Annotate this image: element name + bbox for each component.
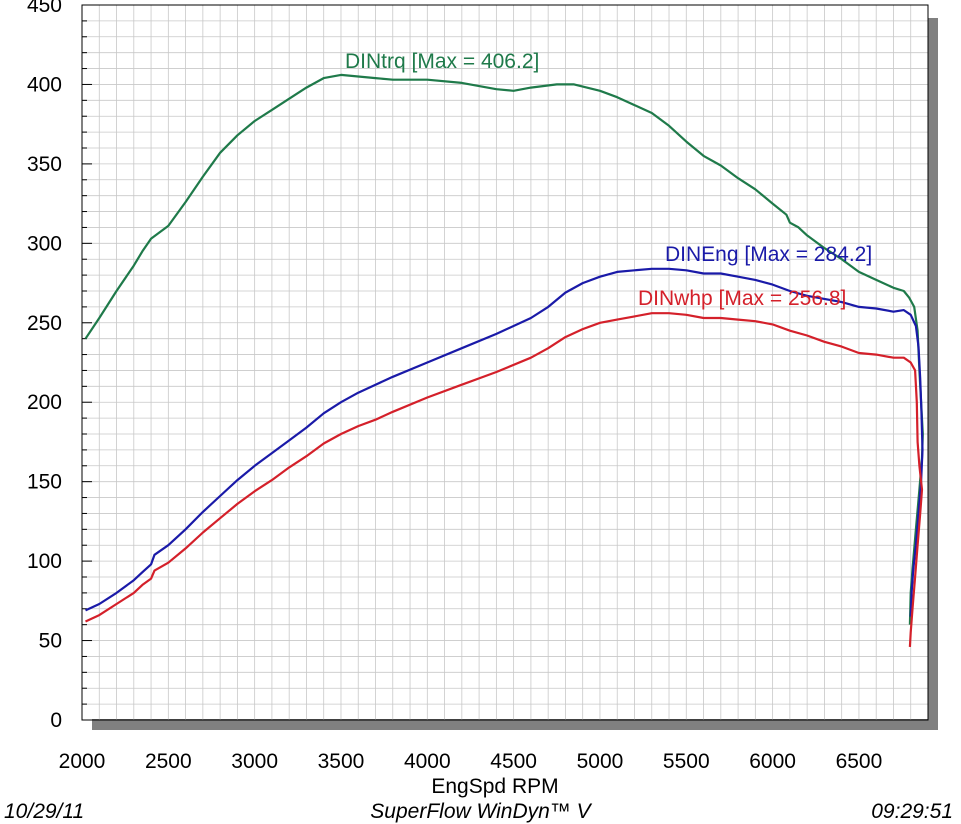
series-line-dintrq	[84, 73, 924, 625]
y-tick-label: 0	[50, 709, 62, 732]
series-line-dineng	[85, 267, 924, 617]
y-tick-label: 100	[27, 550, 62, 573]
x-tick-label: 2000	[59, 750, 106, 773]
x-tick-label: 5500	[663, 750, 710, 773]
series-label-dintrq: DINtrq [Max = 406.2]	[345, 50, 539, 73]
x-axis-title: EngSpd RPM	[431, 775, 558, 798]
series-labels: DINtrq [Max = 406.2] DINEng [Max = 284.2]…	[345, 50, 872, 310]
x-tick-label: 6500	[836, 750, 883, 773]
plot-shadow-right	[928, 18, 938, 730]
plot-frame	[81, 4, 929, 721]
x-tick-label: 2500	[145, 750, 192, 773]
series-line-dinwhp	[85, 312, 924, 647]
footer-time: 09:29:51	[871, 800, 953, 823]
y-tick-label: 50	[39, 630, 62, 653]
footer-date: 10/29/11	[4, 800, 85, 823]
x-tick-label: 4500	[490, 750, 537, 773]
x-tick-label: 5000	[577, 750, 624, 773]
series	[84, 73, 924, 647]
x-tick-label: 4000	[404, 750, 451, 773]
y-tick-label: 450	[27, 0, 62, 17]
y-tick-label: 200	[27, 391, 62, 414]
axis-ticks: 2000 2500 3000 3500 4000 4500 5000 5500 6000 6500…	[27, 0, 882, 773]
plot-shadow-bottom	[92, 719, 938, 730]
x-tick-label: 3500	[318, 750, 365, 773]
grid	[82, 5, 928, 720]
y-tick-label: 350	[27, 153, 62, 176]
series-label-dineng: DINEng [Max = 284.2]	[665, 243, 872, 266]
x-tick-label: 3000	[231, 750, 278, 773]
y-tick-label: 300	[27, 232, 62, 255]
series-label-dinwhp: DINwhp [Max = 256.8]	[638, 287, 846, 310]
y-tick-label: 150	[27, 471, 62, 494]
footer-brand: SuperFlow WinDyn™ V	[370, 800, 591, 823]
x-tick-label: 6000	[749, 750, 796, 773]
y-tick-label: 400	[27, 73, 62, 96]
y-tick-label: 250	[27, 312, 62, 335]
